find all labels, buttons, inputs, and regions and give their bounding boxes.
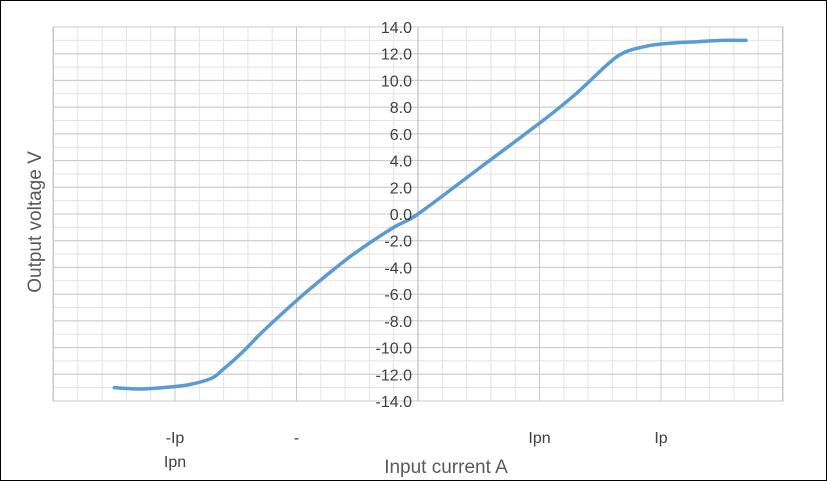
x-tick-label: Ip bbox=[654, 430, 667, 447]
x-tick-label: - bbox=[294, 430, 299, 447]
y-tick-label: -2.0 bbox=[384, 234, 412, 251]
x-tick-label: -Ip bbox=[166, 430, 185, 447]
x-tick-label: Ipn bbox=[164, 454, 186, 471]
y-tick-label: 8.0 bbox=[390, 100, 412, 117]
y-tick-label: 12.0 bbox=[381, 47, 412, 64]
y-axis-title: Output voltage V bbox=[25, 151, 46, 293]
y-tick-label: 6.0 bbox=[390, 127, 412, 144]
y-tick-label: 2.0 bbox=[390, 180, 412, 197]
series-group bbox=[112, 38, 748, 391]
y-tick-label: 10.0 bbox=[381, 73, 412, 90]
y-tick-label: -8.0 bbox=[384, 314, 412, 331]
y-tick-label: 4.0 bbox=[390, 154, 412, 171]
x-axis-title: Input current A bbox=[384, 457, 508, 478]
y-tick-labels: 14.0 12.0 10.0 8.0 6.0 4.0 2.0 0.0 -2.0 -4.0 -6.0 -… bbox=[376, 20, 413, 411]
series-line bbox=[112, 38, 748, 391]
y-tick-label: -6.0 bbox=[384, 287, 412, 304]
y-tick-label: 0.0 bbox=[390, 207, 412, 224]
y-tick-label: -4.0 bbox=[384, 260, 412, 277]
x-tick-label: Ipn bbox=[528, 430, 550, 447]
y-tick-label: -10.0 bbox=[376, 341, 413, 358]
y-tick-label: -14.0 bbox=[376, 394, 413, 411]
y-tick-label: -12.0 bbox=[376, 367, 413, 384]
x-tick-labels: -Ip Ipn - Ipn Ip bbox=[164, 430, 668, 471]
y-tick-label: 14.0 bbox=[381, 20, 412, 37]
